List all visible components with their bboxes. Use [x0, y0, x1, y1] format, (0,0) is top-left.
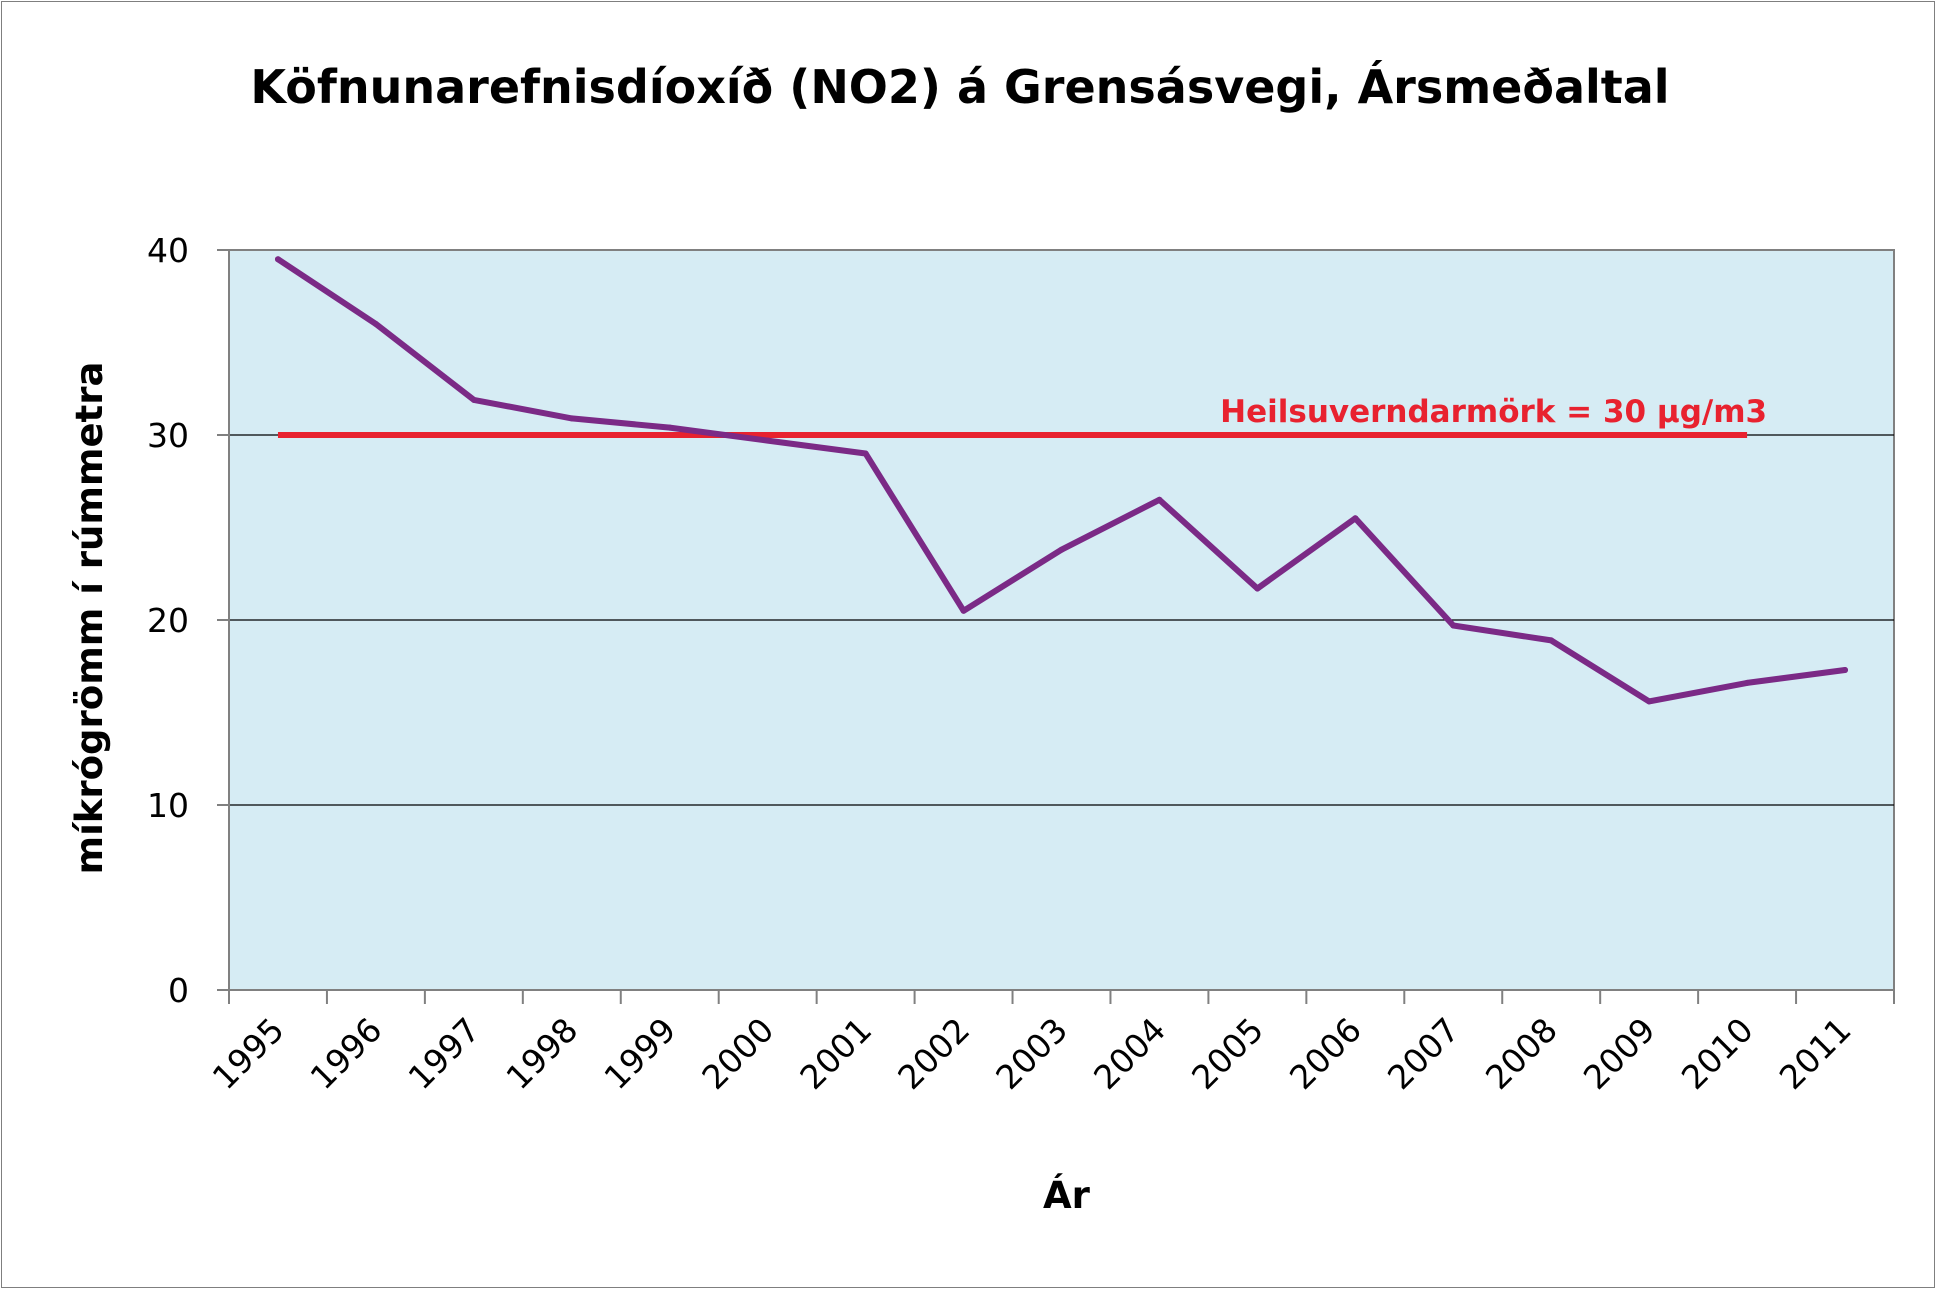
data-point-1998 — [568, 415, 575, 422]
data-point-1999 — [666, 424, 673, 431]
y-tick-label-30: 30 — [147, 416, 189, 455]
y-axis-label: míkrógrömm í rúmmetra — [68, 362, 111, 875]
data-point-1995 — [274, 256, 281, 263]
x-tick-label-2004: 2004 — [1086, 1010, 1173, 1097]
data-point-2005 — [1254, 585, 1261, 592]
data-point-1997 — [470, 396, 477, 403]
data-point-2010 — [1744, 679, 1751, 686]
x-tick-label-2000: 2000 — [694, 1010, 781, 1097]
reference-line-label: Heilsuverndarmörk = 30 µg/m3 — [1220, 394, 1767, 430]
x-tick-label-2002: 2002 — [890, 1010, 977, 1097]
x-tick-label-2009: 2009 — [1576, 1010, 1663, 1097]
data-point-2008 — [1548, 637, 1555, 644]
x-tick-label-2010: 2010 — [1674, 1010, 1761, 1097]
data-point-1996 — [372, 321, 379, 327]
y-tick-label-20: 20 — [147, 601, 189, 640]
data-point-2000 — [764, 437, 771, 444]
x-tick-label-2011: 2011 — [1772, 1010, 1859, 1097]
y-tick-label-10: 10 — [147, 786, 189, 825]
y-axis-ticks: 0 10 20 30 40 — [147, 231, 229, 1010]
x-axis-ticks: 1995 1996 1997 1998 1999 2000 2001 2002 2003 2004… — [205, 990, 1895, 1097]
x-tick-label-1997: 1997 — [401, 1010, 488, 1097]
x-tick-label-1999: 1999 — [596, 1010, 683, 1097]
data-point-2004 — [1156, 496, 1163, 503]
x-tick-label-1996: 1996 — [303, 1010, 390, 1097]
x-tick-label-2001: 2001 — [792, 1010, 879, 1097]
x-tick-label-2006: 2006 — [1282, 1010, 1369, 1097]
x-tick-label-2007: 2007 — [1380, 1010, 1467, 1097]
reference-line-group: Heilsuverndarmörk = 30 µg/m3 — [277, 394, 1767, 438]
data-point-2006 — [1352, 515, 1359, 522]
data-point-2011 — [1842, 666, 1849, 673]
series-group — [274, 256, 1849, 705]
data-point-2001 — [862, 450, 869, 457]
x-axis-label: Ár — [1043, 1173, 1091, 1217]
x-tick-label-2003: 2003 — [988, 1010, 1075, 1097]
x-tick-label-2005: 2005 — [1184, 1010, 1271, 1097]
data-point-2002 — [960, 607, 967, 614]
x-tick-label-1995: 1995 — [205, 1010, 292, 1097]
x-tick-label-2008: 2008 — [1478, 1010, 1565, 1097]
data-point-2003 — [1058, 546, 1065, 553]
data-point-2009 — [1646, 698, 1653, 705]
data-point-2007 — [1450, 622, 1457, 629]
x-tick-label-1998: 1998 — [498, 1010, 585, 1097]
y-tick-label-0: 0 — [168, 971, 189, 1010]
y-tick-label-40: 40 — [147, 231, 189, 270]
chart-title: Köfnunarefnisdíoxíð (NO2) á Grensásvegi,… — [250, 60, 1669, 114]
